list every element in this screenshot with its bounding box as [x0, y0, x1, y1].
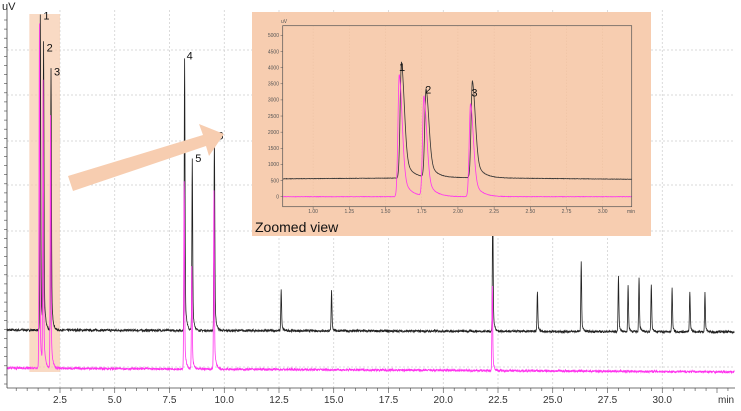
x-tick-label: 17.5: [379, 395, 399, 406]
inset-y-tick-label: 3000: [268, 98, 279, 104]
x-tick-label: 10.0: [215, 395, 235, 406]
inset-x-axis-label: min: [627, 209, 635, 215]
x-tick-label: 5.0: [108, 395, 122, 406]
x-tick-label: 25.0: [543, 395, 563, 406]
x-axis-label: min: [718, 395, 734, 406]
inset-series-black-trace: [282, 61, 632, 180]
x-tick-label: 22.5: [488, 395, 508, 406]
inset-x-tick-label: 2.25: [489, 209, 499, 215]
inset-axes: 1.00 1.25 1.50 1.75 2.00 2.25 2.50 2.75 3.00 0 500…: [268, 33, 608, 215]
inset-title: Zoomed view: [255, 219, 339, 235]
inset-y-tick-label: 2500: [268, 114, 279, 120]
y-axis-label: uV: [2, 1, 16, 13]
inset-y-tick-label: 4500: [268, 49, 279, 55]
peak-label: 4: [187, 50, 193, 62]
inset-peak-label: 2: [425, 85, 431, 97]
x-tick-label: 30.0: [653, 395, 673, 406]
peak-label: 1: [43, 10, 49, 22]
inset-y-tick-label: 1000: [268, 162, 279, 168]
x-tick-label: 12.5: [269, 395, 289, 406]
series-magenta-trace: [6, 23, 735, 375]
x-tick-label: 15.0: [324, 395, 344, 406]
zoomed-view-inset: 1.00 1.25 1.50 1.75 2.00 2.25 2.50 2.75 3.00 0 500…: [252, 12, 651, 236]
peak-label: 5: [195, 153, 201, 165]
inset-x-tick-label: 1.25: [344, 209, 354, 215]
x-tick-label: 2.5: [53, 395, 67, 406]
inset-y-tick-label: 500: [271, 178, 280, 184]
inset-y-axis-label: uV: [281, 19, 288, 25]
inset-peak-labels: 1 2 3: [399, 62, 478, 99]
zoom-arrow: [68, 124, 224, 191]
inset-y-tick-label: 1500: [268, 146, 279, 152]
peak-label: 2: [47, 42, 53, 54]
inset-background: [252, 12, 651, 236]
inset-y-tick-label: 0: [276, 194, 279, 200]
inset-x-tick-label: 1.50: [381, 209, 391, 215]
inset-y-tick-label: 5000: [268, 33, 279, 39]
x-tick-label: 20.0: [434, 395, 454, 406]
inset-y-tick-label: 3500: [268, 82, 279, 88]
inset-peak-label: 3: [471, 88, 477, 100]
inset-x-tick-label: 2.75: [562, 209, 572, 215]
main-axes: 2.5 5.0 7.5 10.0 12.5 15.0 17.5 20.0 22.5 25.0 27.…: [4, 10, 735, 406]
zoom-region-highlight: [29, 14, 60, 372]
inset-x-tick-label: 2.00: [453, 209, 463, 215]
inset-x-tick-label: 1.75: [417, 209, 427, 215]
inset-y-tick-label: 4000: [268, 65, 279, 71]
inset-x-tick-label: 3.00: [598, 209, 608, 215]
x-tick-label: 7.5: [163, 395, 177, 406]
x-tick-label: 27.5: [598, 395, 618, 406]
inset-x-tick-label: 2.50: [525, 209, 535, 215]
inset-peak-label: 1: [399, 62, 405, 74]
inset-x-tick-label: 1.00: [308, 209, 318, 215]
series-black-trace: [6, 14, 735, 335]
peak-label: 3: [54, 66, 60, 78]
inset-series-magenta-trace: [282, 74, 632, 198]
main-series: [6, 14, 735, 375]
inset-series: [282, 61, 632, 198]
inset-y-tick-label: 2000: [268, 130, 279, 136]
